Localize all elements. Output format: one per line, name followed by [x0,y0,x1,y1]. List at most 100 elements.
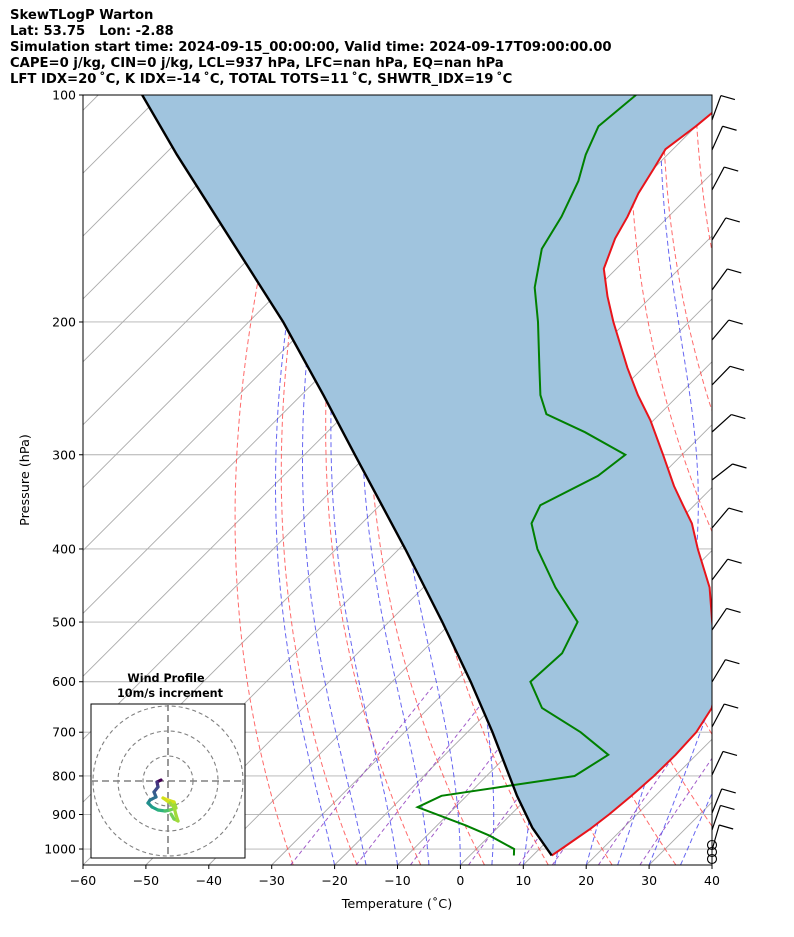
barb-staff [711,659,726,683]
y-tick-label: 1000 [44,842,76,857]
x-tick-label: 30 [641,873,657,888]
wind-barb [711,659,740,683]
isotherm-line [711,864,712,865]
moist-adiabat [275,95,337,865]
wind-barb [711,463,747,481]
dry-adiabat [728,95,794,865]
indices-line: LFT IDX=20 ˚C, K IDX=-14 ˚C, TOTAL TOTS=… [10,72,513,87]
shaded-area [142,95,712,856]
barb-flag [727,558,742,564]
calm-wind-circle [706,839,718,851]
barb-flag [725,217,740,223]
barb-staff [711,703,725,728]
barb-staff [711,788,723,814]
barb-flag [724,166,739,172]
temperature-line [551,111,712,857]
y-tick-label: 800 [52,768,76,783]
barb-flag [721,788,736,794]
y-tick-label: 300 [52,447,76,462]
wind-barb [711,94,736,121]
cape-cin-shading [142,95,712,856]
isotherm-line [83,95,288,300]
x-tick-label: 20 [578,873,594,888]
chart-title: SkewTLogP Warton [10,8,154,23]
x-tick-label: −40 [196,873,222,888]
moist-adiabat [711,863,712,865]
x-tick-label: −20 [321,873,347,888]
barb-flag [719,824,734,830]
barb-staff [711,414,732,433]
barb-staff [711,805,722,831]
barb-staff [711,751,724,776]
hodograph-rings [91,704,245,858]
mixing-ratio-line [639,757,712,865]
calm-wind-circle [706,846,718,858]
isotherm-line [83,95,225,237]
hodograph: Wind Profile 10m/s increment [90,672,246,859]
wind-barb [711,750,738,776]
moist-adiabat [648,698,712,865]
wind-barb [711,788,736,814]
location-line: Lat: 53.75 Lon: -2.88 [10,24,174,39]
barb-staff [711,95,722,121]
barb-flag [720,804,735,810]
moist-adiabat [680,791,712,865]
dry-adiabat [662,95,712,413]
barb-staff [711,608,728,631]
chart-header: SkewTLogP Warton Lat: 53.75 Lon: -2.88 S… [10,8,612,88]
barb-flag [724,703,739,709]
parcel-line [141,95,553,857]
y-tick-label: 600 [52,674,76,689]
barb-staff [711,268,728,291]
barb-flag [722,125,737,131]
barb-flag [725,659,740,665]
y-tick-label: 900 [52,807,76,822]
cape-line: CAPE=0 j/kg, CIN=0 j/kg, LCL=937 hPa, LF… [10,56,504,71]
wind-barb [711,268,742,291]
hodograph-trace [146,778,180,823]
wind-barbs [706,94,747,865]
y-axis-ticks: 1000 900 800 700 600 500 400 300 200 100 [44,88,83,857]
dry-adiabat [694,95,712,254]
dewpoint-line [415,95,637,856]
y-tick-label: 100 [52,88,76,103]
x-axis-ticks: −60 −50 −40 −30 −20 −10 0 10 20 30 40 [70,865,720,888]
time-line: Simulation start time: 2024-09-15_00:00:… [10,40,612,55]
y-tick-label: 200 [52,314,76,329]
x-tick-label: 0 [456,873,464,888]
wind-barb [711,824,734,851]
x-axis-label: Temperature (˚C) [341,896,452,912]
barb-staff [711,319,730,341]
barb-flag [722,750,738,757]
y-axis-label: Pressure (hPa) [18,434,33,526]
wind-barb [711,414,746,433]
moist-adiabat [302,95,367,865]
isotherm-line [775,95,794,865]
hodograph-segment [169,812,176,821]
y-tick-label: 700 [52,725,76,740]
x-tick-label: 10 [515,873,531,888]
y-tick-label: 400 [52,541,76,556]
profile-lines [141,95,712,857]
moist-adiabat [617,95,699,865]
wind-barb [711,558,742,581]
wind-barb [711,166,739,191]
wind-barb [711,125,737,151]
wind-barb [711,703,739,728]
barb-flag [727,268,742,274]
mixing-ratio-line [355,684,497,865]
barb-flag [720,94,736,101]
wind-barb [711,365,745,386]
barb-flag [731,414,746,420]
dry-adiabat [629,95,712,533]
barb-staff [711,507,730,529]
barb-staff [711,558,729,581]
barb-flag [728,507,743,513]
isotherm-line [334,486,712,865]
barb-flag [732,463,747,469]
x-tick-label: −50 [133,873,159,888]
dry-adiabat [761,95,794,865]
hodograph-title: Wind Profile [127,672,205,685]
barb-flag [729,365,745,371]
